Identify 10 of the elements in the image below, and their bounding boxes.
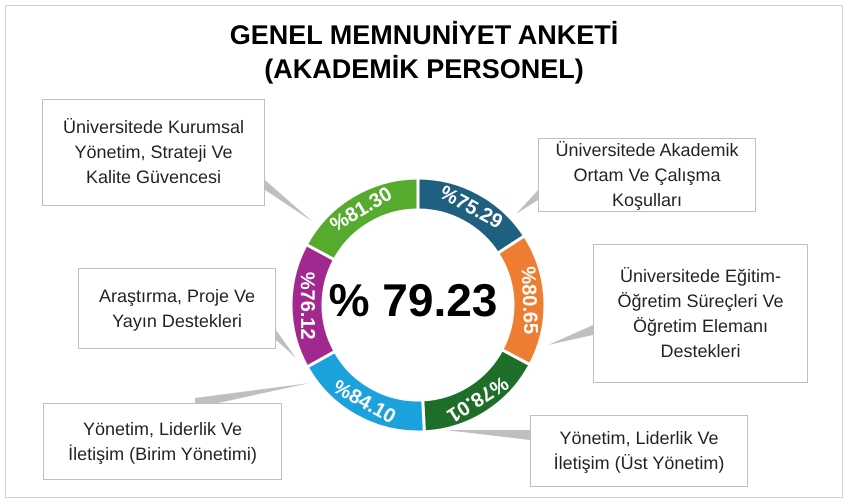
data-label: %80.65 — [516, 266, 542, 335]
slice-label: Üniversitede Eğitim-Öğretim Süreçleri Ve Öğretim Elemanı Destekleri — [616, 264, 785, 362]
slice-label: Yönetim, Liderlik Ve İletişim (Üst Yönetim) — [552, 427, 726, 475]
slice-label: Yönetim, Liderlik Ve İletişim (Birim Yönetimi) — [67, 418, 258, 466]
slice-label: Araştırma, Proje Ve Yayın Destekleri — [98, 284, 256, 333]
data-label: %76.12 — [296, 272, 318, 340]
chart-title: GENEL MEMNUNİYET ANKETİ (AKADEMİK PERSONEL) — [228, 19, 620, 86]
slice-label: Üniversitede Kurumsal Yönetim, Strateji Ve Kalite Güvencesi — [62, 116, 246, 189]
text: % 79.23 — [328, 274, 498, 326]
slice-label: Üniversitede Akademik Ortam Ve Çalışma Koşulları — [554, 138, 740, 212]
